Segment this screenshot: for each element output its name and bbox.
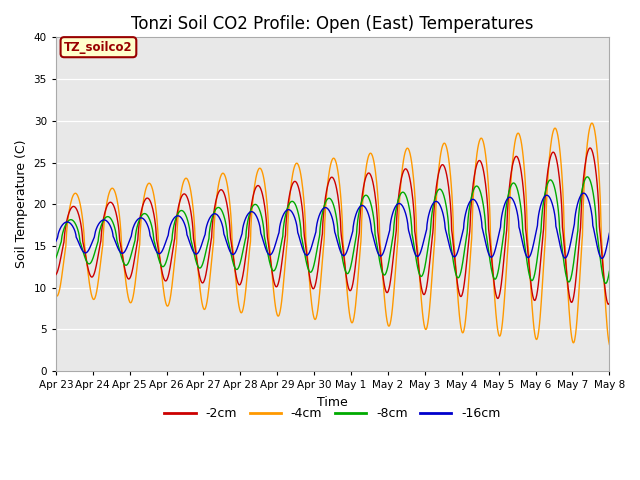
Legend: -2cm, -4cm, -8cm, -16cm: -2cm, -4cm, -8cm, -16cm: [159, 402, 506, 425]
Title: Tonzi Soil CO2 Profile: Open (East) Temperatures: Tonzi Soil CO2 Profile: Open (East) Temp…: [131, 15, 534, 33]
X-axis label: Time: Time: [317, 396, 348, 408]
Text: TZ_soilco2: TZ_soilco2: [64, 41, 132, 54]
Y-axis label: Soil Temperature (C): Soil Temperature (C): [15, 140, 28, 268]
